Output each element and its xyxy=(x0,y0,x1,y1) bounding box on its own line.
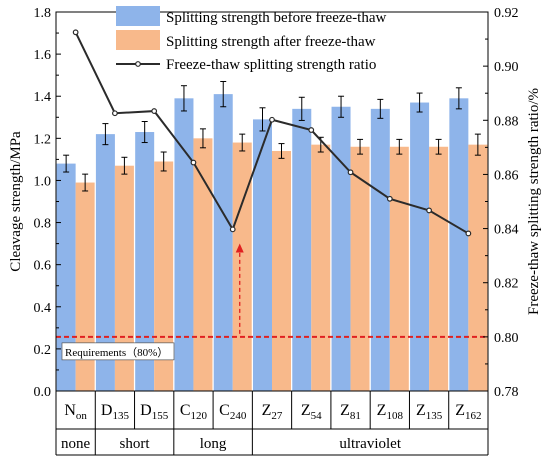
y-left-axis-label: Cleavage strength/MPa xyxy=(8,131,24,272)
ratio-point-9 xyxy=(426,207,432,214)
threshold-label-box xyxy=(61,342,175,361)
y-left-tick-label-7: 1.4 xyxy=(34,90,52,105)
ratio-point-4 xyxy=(229,226,236,233)
bar-before-7 xyxy=(331,106,351,391)
legend-marker-ratio xyxy=(135,61,141,67)
arrow-head xyxy=(235,243,244,253)
y-right-tick-label-4: 0.86 xyxy=(494,168,519,183)
bar-before-9 xyxy=(410,102,430,392)
group-label-long: long xyxy=(200,436,227,452)
x-tick-label-1: D135 xyxy=(101,402,130,422)
x-tick-label-9: Z135 xyxy=(416,402,443,422)
bar-before-2 xyxy=(135,132,155,391)
y-right-tick-label-2: 0.82 xyxy=(494,277,519,292)
legend-swatch-after xyxy=(116,30,160,50)
bar-after-0 xyxy=(75,182,95,391)
y-right-tick-label-7: 0.92 xyxy=(494,6,519,21)
ratio-point-5 xyxy=(269,116,275,123)
legend-swatch-before xyxy=(116,6,160,26)
x-tick-label-4: C240 xyxy=(219,402,247,422)
bar-after-10 xyxy=(468,144,488,391)
bar-after-4 xyxy=(232,142,252,391)
y-left-tick-label-1: 0.2 xyxy=(34,343,52,358)
bar-before-10 xyxy=(449,98,469,392)
threshold-label: Requirements（80%） xyxy=(65,346,168,359)
ratio-point-3 xyxy=(190,159,197,166)
y-right-tick-label-0: 0.78 xyxy=(494,385,519,400)
y-left-tick-label-3: 0.6 xyxy=(34,259,52,274)
bar-before-1 xyxy=(95,134,115,391)
x-tick-label-6: Z54 xyxy=(301,402,322,422)
bar-before-4 xyxy=(213,94,233,391)
y-right-tick-label-6: 0.90 xyxy=(494,60,519,75)
group-label-short: short xyxy=(120,436,151,452)
legend-label-before: Splitting strength before freeze-thaw xyxy=(166,10,387,26)
x-tick-label-3: C120 xyxy=(180,402,208,422)
bar-before-3 xyxy=(174,98,194,392)
ratio-point-8 xyxy=(386,195,393,202)
y-left-tick-label-2: 0.4 xyxy=(34,301,52,316)
ratio-point-10 xyxy=(465,230,472,237)
y-right-tick-label-1: 0.80 xyxy=(494,331,519,346)
y-right-axis-label: Freeze-thaw splitting strength ratio/% xyxy=(526,88,542,315)
bar-before-8 xyxy=(370,108,390,391)
y-right-tick-label-3: 0.84 xyxy=(494,223,519,238)
bar-before-5 xyxy=(253,119,272,391)
bar-after-7 xyxy=(350,146,370,391)
bar-after-8 xyxy=(389,146,409,391)
x-tick-label-2: D155 xyxy=(140,402,169,422)
x-tick-label-8: Z108 xyxy=(377,402,404,422)
bar-after-6 xyxy=(311,144,331,391)
legend-label-ratio: Freeze-thaw splitting strength ratio xyxy=(166,57,376,73)
ratio-point-0 xyxy=(72,29,79,36)
y-right-tick-label-5: 0.88 xyxy=(494,114,519,129)
y-left-tick-label-9: 1.8 xyxy=(34,6,52,21)
group-label-ultraviolet: ultraviolet xyxy=(339,436,401,452)
bar-after-2 xyxy=(154,161,174,391)
ratio-point-2 xyxy=(151,108,158,114)
bar-after-1 xyxy=(114,165,134,391)
bar-before-6 xyxy=(292,108,312,391)
y-left-tick-label-8: 1.6 xyxy=(34,48,52,63)
group-label-none: none xyxy=(61,436,91,452)
x-tick-label-0: Non xyxy=(64,402,87,422)
y-left-tick-label-0: 0.0 xyxy=(34,385,52,400)
y-left-tick-label-4: 0.8 xyxy=(34,217,52,232)
ratio-point-7 xyxy=(347,169,354,176)
ratio-point-6 xyxy=(308,127,315,133)
legend-label-after: Splitting strength after freeze-thaw xyxy=(166,34,376,50)
x-tick-label-5: Z27 xyxy=(262,402,283,422)
y-left-tick-label-6: 1.2 xyxy=(34,132,52,147)
bar-after-3 xyxy=(193,138,213,391)
bar-after-9 xyxy=(429,146,449,391)
bar-after-5 xyxy=(272,150,291,391)
ratio-point-1 xyxy=(112,110,118,117)
x-tick-label-10: Z162 xyxy=(455,402,481,422)
y-left-tick-label-5: 1.0 xyxy=(34,174,52,189)
x-tick-label-7: Z81 xyxy=(340,402,361,422)
bar-before-0 xyxy=(56,163,76,391)
